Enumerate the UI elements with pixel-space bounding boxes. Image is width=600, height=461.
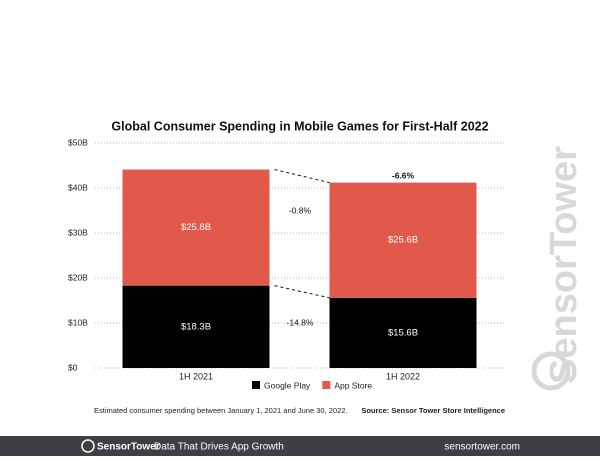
x-tick-label: 1H 2021 <box>179 371 213 381</box>
y-tick-label: $10B <box>68 317 88 327</box>
source: Source: Sensor Tower Store Intelligence <box>361 406 505 415</box>
watermark: SensorTower <box>543 146 585 384</box>
footer-url: sensortower.com <box>444 442 520 453</box>
connector <box>274 285 330 299</box>
bar-segment <box>329 182 477 298</box>
y-tick-label: $0 <box>68 362 78 372</box>
value-label: $15.6B <box>388 327 418 338</box>
note: Estimated consumer spending between Janu… <box>94 406 348 415</box>
x-tick-label: 1H 2022 <box>386 371 420 381</box>
value-label: $25.6B <box>388 235 418 246</box>
bar-segment <box>122 285 270 368</box>
connector <box>274 169 330 184</box>
value-label: $25.8B <box>181 222 211 233</box>
footer-tagline: Data That Drives App Growth <box>154 442 284 453</box>
annotation: -0.8% <box>289 205 312 215</box>
watermark-logo <box>531 351 571 391</box>
chart-title: Global Consumer Spending in Mobile Games… <box>111 119 488 133</box>
y-tick-label: $50B <box>68 137 88 147</box>
legend-swatch <box>252 381 260 389</box>
bar-segment <box>122 169 270 286</box>
legend-swatch <box>322 381 331 389</box>
y-tick-label: $40B <box>68 182 88 192</box>
annotation: -14.8% <box>287 317 314 327</box>
y-tick-label: $20B <box>68 272 88 282</box>
footer-brand: SensorTower <box>97 442 160 453</box>
footer-logo <box>81 439 95 453</box>
y-tick-label: $30B <box>68 227 88 237</box>
annotation: -6.6% <box>392 170 415 180</box>
value-label: $18.3B <box>181 321 211 332</box>
legend-label: App Store <box>334 380 372 390</box>
bar-segment <box>329 297 477 368</box>
footer-bar <box>0 436 600 456</box>
legend-label: Google Play <box>264 380 311 390</box>
